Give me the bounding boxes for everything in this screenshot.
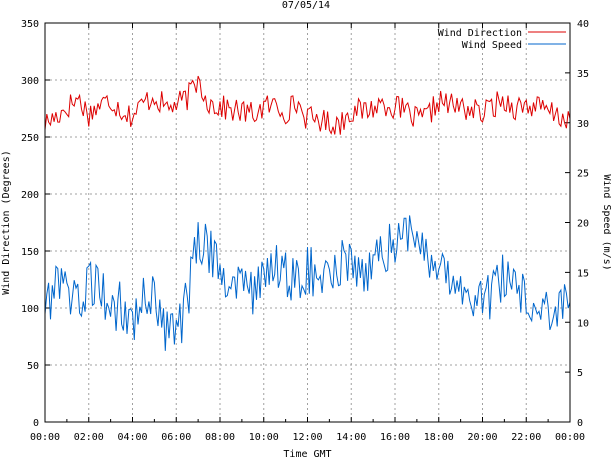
y-right-tick-label: 25 xyxy=(577,169,589,180)
grid xyxy=(45,23,570,422)
x-tick-label: 22:00 xyxy=(511,432,541,443)
x-tick-label: 14:00 xyxy=(336,432,366,443)
y-axis-right-label: Wind Speed (m/s) xyxy=(601,174,611,270)
axis-ticks xyxy=(44,22,571,423)
x-tick-label: 06:00 xyxy=(161,432,191,443)
legend-label-wind-speed: Wind Speed xyxy=(462,40,522,51)
y-right-tick-label: 5 xyxy=(577,368,583,379)
x-axis-label: Time GMT xyxy=(283,449,331,459)
plot-frame xyxy=(44,22,571,423)
legend-label-wind-direction: Wind Direction xyxy=(438,28,522,39)
y-axis-left-label: Wind Direction (Degrees) xyxy=(1,150,12,295)
y-left-tick-label: 50 xyxy=(27,361,39,372)
series-lines xyxy=(44,75,571,351)
tick-labels: 00:00 02:00 04:00 06:00 08:00 10:00 12:00 14:00… xyxy=(21,19,589,443)
legend: Wind Direction Wind Speed xyxy=(438,28,566,51)
y-left-tick-label: 200 xyxy=(21,190,39,201)
y-left-tick-label: 0 xyxy=(33,418,39,429)
y-right-tick-label: 35 xyxy=(577,69,589,80)
x-tick-label: 00:00 xyxy=(555,432,585,443)
x-tick-label: 18:00 xyxy=(424,432,454,443)
series-line-wind-speed xyxy=(44,215,571,351)
x-tick-label: 02:00 xyxy=(74,432,104,443)
y-left-tick-label: 350 xyxy=(21,19,39,30)
x-tick-label: 12:00 xyxy=(292,432,322,443)
y-left-tick-label: 250 xyxy=(21,133,39,144)
y-right-tick-label: 15 xyxy=(577,268,589,279)
y-left-tick-label: 300 xyxy=(21,76,39,87)
x-tick-label: 16:00 xyxy=(380,432,410,443)
y-right-tick-label: 20 xyxy=(577,219,589,230)
y-left-tick-label: 150 xyxy=(21,247,39,258)
x-tick-label: 04:00 xyxy=(117,432,147,443)
x-tick-label: 20:00 xyxy=(467,432,497,443)
x-tick-label: 08:00 xyxy=(205,432,235,443)
y-right-tick-label: 40 xyxy=(577,19,589,30)
series-line-wind-direction xyxy=(44,75,571,135)
y-left-tick-label: 100 xyxy=(21,304,39,315)
chart-title: 07/05/14 xyxy=(282,0,330,11)
y-right-tick-label: 30 xyxy=(577,119,589,130)
x-tick-label: 00:00 xyxy=(30,432,60,443)
y-right-tick-label: 10 xyxy=(577,318,589,329)
x-tick-label: 10:00 xyxy=(249,432,279,443)
y-right-tick-label: 0 xyxy=(577,418,583,429)
